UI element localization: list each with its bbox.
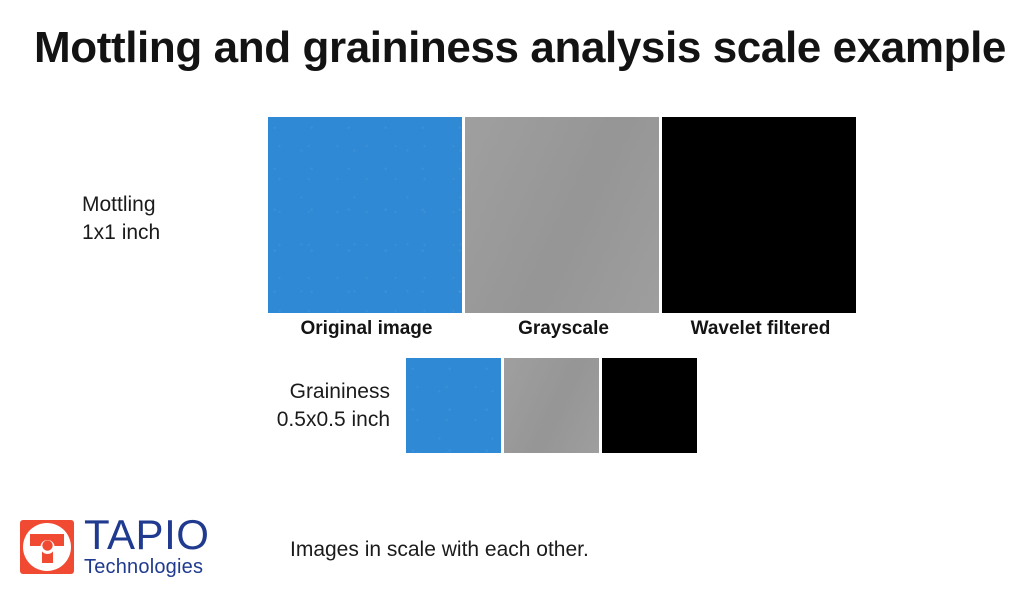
- row-label-graininess-line1: Graininess: [289, 380, 390, 403]
- footer-note: Images in scale with each other.: [290, 538, 589, 561]
- row-label-graininess-line2: 0.5x0.5 inch: [276, 407, 390, 431]
- row-label-mottling: Mottling 1x1 inch: [82, 191, 160, 246]
- mottling-grayscale-panel: [465, 117, 659, 313]
- tapio-logo-text: TAPIO Technologies: [84, 511, 210, 578]
- mottling-wavelet-filtered-panel: [662, 117, 856, 313]
- graininess-original-image-panel: [406, 358, 501, 453]
- row-label-mottling-line1: Mottling: [82, 193, 156, 216]
- caption-wavelet-filtered: Wavelet filtered: [690, 318, 831, 339]
- row-label-mottling-line2: 1x1 inch: [82, 220, 161, 244]
- graininess-wavelet-filtered-panel: [602, 358, 697, 453]
- tapio-logo-word: TAPIO: [84, 511, 210, 558]
- page-title: Mottling and graininess analysis scale e…: [34, 23, 1006, 72]
- graininess-panel-row: [406, 358, 697, 453]
- row-label-graininess: Graininess 0.5x0.5 inch: [277, 378, 390, 433]
- tapio-logo: TAPIO Technologies: [18, 511, 210, 580]
- mottling-panel-row: [268, 117, 856, 313]
- caption-grayscale: Grayscale: [518, 318, 609, 339]
- tapio-logo-subtitle: Technologies: [84, 555, 204, 578]
- column-captions: Original image Grayscale Wavelet filtere…: [268, 318, 860, 340]
- graininess-grayscale-panel: [504, 358, 599, 453]
- tapio-logo-mark-icon: [20, 520, 74, 574]
- mottling-original-image-panel: [268, 117, 462, 313]
- caption-original-image: Original image: [300, 318, 433, 339]
